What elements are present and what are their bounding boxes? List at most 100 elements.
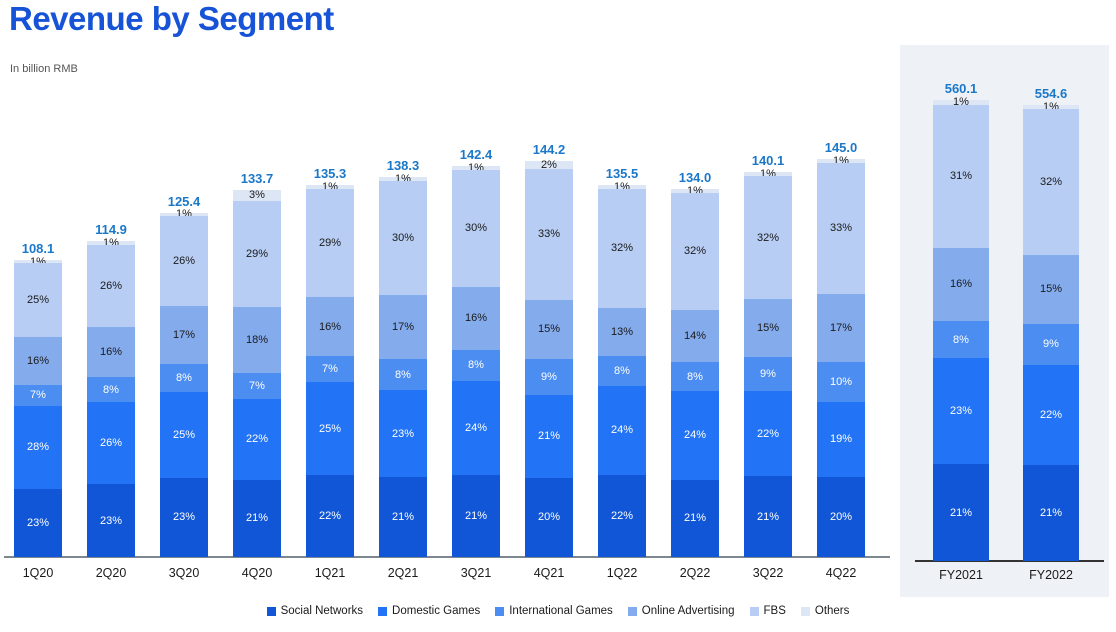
bar-3Q22: 1% 32% 15% 9% 22% 21% [744,168,792,557]
segment-domestic-games-1Q20: 28% [14,405,62,489]
x-tick-1Q21: 1Q21 [314,566,346,580]
segment-others-4Q21: 2% [525,159,573,171]
legend-swatch-social-networks [266,606,276,616]
total-label-1Q21: 135.3 [313,166,347,182]
segment-others-2Q21: 1% [379,173,427,185]
x-tick-1Q22: 1Q22 [606,566,638,580]
segment-fbs-3Q21: 30% [452,169,500,288]
segment-fbs-4Q21: 33% [525,168,573,300]
total-label-3Q21: 142.4 [459,146,493,162]
bar-FY2022: 1% 32% 15% 9% 22% 21% [1023,101,1079,561]
segment-social-networks-2Q20: 23% [87,484,135,557]
segment-fbs-1Q22: 32% [598,188,646,308]
segment-others-3Q22: 1% [744,168,792,180]
legend-item-international-games: International Games [495,605,613,617]
bar-1Q21: 1% 29% 16% 7% 25% 22% [306,182,354,557]
segment-domestic-games-3Q20: 25% [160,391,208,478]
segment-online-advertising-4Q22: 17% [817,294,865,362]
x-tick-3Q22: 3Q22 [752,566,784,580]
segment-international-games-FY2022: 9% [1023,323,1079,365]
legend-item-social-networks: Social Networks [266,605,363,617]
segment-fbs-1Q20: 25% [14,263,62,338]
bar-3Q20: 1% 26% 17% 8% 25% 23% [160,208,208,557]
x-tick-4Q22: 4Q22 [825,566,857,580]
segment-online-advertising-1Q21: 16% [306,296,354,357]
segment-international-games-3Q21: 8% [452,349,500,381]
segment-others-1Q22: 1% [598,181,646,192]
segment-fbs-3Q22: 32% [744,175,792,300]
bar-4Q20: 3% 29% 18% 7% 22% 21% [233,189,281,557]
x-tick-4Q21: 4Q21 [533,566,565,580]
segment-social-networks-3Q22: 21% [744,476,792,557]
segment-fbs-4Q22: 33% [817,162,865,295]
segment-others-3Q21: 1% [452,162,500,174]
segment-online-advertising-3Q22: 15% [744,299,792,357]
segment-social-networks-1Q20: 23% [14,488,62,557]
legend-swatch-domestic-games [378,606,388,616]
bar-1Q20: 1% 25% 16% 7% 28% 23% [14,256,62,557]
legend-item-others: Others [800,605,849,617]
legend-swatch-others [800,606,810,616]
legend-item-domestic-games: Domestic Games [378,605,480,617]
segment-others-4Q20: 3% [233,189,281,201]
segment-online-advertising-FY2021: 16% [933,247,989,322]
page-title: Revenue by Segment [9,0,334,37]
segment-social-networks-3Q20: 23% [160,477,208,557]
segment-others-4Q22: 1% [817,155,865,167]
segment-fbs-2Q22: 32% [671,192,719,311]
segment-domestic-games-4Q20: 22% [233,399,281,480]
segment-international-games-FY2021: 8% [933,321,989,359]
segment-online-advertising-4Q21: 15% [525,299,573,359]
total-label-2Q21: 138.3 [386,158,420,174]
x-tick-FY2021: FY2021 [939,568,983,582]
x-tick-2Q21: 2Q21 [387,566,419,580]
legend-swatch-fbs [749,606,759,616]
x-tick-2Q20: 2Q20 [95,566,127,580]
segment-social-networks-2Q21: 21% [379,477,427,557]
segment-fbs-2Q21: 30% [379,180,427,295]
legend-item-fbs: FBS [749,605,786,617]
segment-domestic-games-3Q22: 22% [744,391,792,477]
segment-domestic-games-2Q20: 26% [87,402,135,485]
segment-social-networks-2Q22: 21% [671,479,719,557]
total-label-4Q20: 133.7 [240,170,274,186]
chart-unit-label: In billion RMB [10,63,78,75]
segment-fbs-FY2021: 31% [933,104,989,248]
total-label-4Q21: 144.2 [532,141,566,157]
segment-international-games-3Q20: 8% [160,364,208,392]
legend-label-fbs: FBS [763,605,786,617]
segment-international-games-2Q22: 8% [671,361,719,392]
segment-online-advertising-2Q20: 16% [87,326,135,378]
segment-international-games-1Q21: 7% [306,356,354,383]
legend-item-online-advertising: Online Advertising [627,605,735,617]
segment-others-2Q22: 1% [671,185,719,196]
x-tick-FY2022: FY2022 [1029,568,1073,582]
segment-international-games-1Q22: 8% [598,355,646,386]
segment-others-FY2022: 1% [1023,101,1079,112]
segment-social-networks-3Q21: 21% [452,474,500,557]
bar-3Q21: 1% 30% 16% 8% 24% 21% [452,162,500,557]
segment-domestic-games-FY2021: 23% [933,358,989,465]
legend-label-international-games: International Games [509,605,613,617]
total-label-2Q22: 134.0 [678,169,712,185]
segment-international-games-4Q20: 7% [233,373,281,400]
segment-international-games-4Q22: 10% [817,361,865,402]
segment-fbs-1Q21: 29% [306,189,354,297]
x-axis-quarterly [4,556,890,558]
legend-swatch-online-advertising [627,606,637,616]
segment-domestic-games-3Q21: 24% [452,380,500,475]
segment-domestic-games-1Q22: 24% [598,385,646,476]
bar-2Q22: 1% 32% 14% 8% 24% 21% [671,185,719,557]
bar-FY2021: 1% 31% 16% 8% 23% 21% [933,97,989,561]
segment-online-advertising-2Q21: 17% [379,294,427,360]
total-label-FY2021: 560.1 [944,81,978,97]
segment-domestic-games-1Q21: 25% [306,382,354,476]
segment-social-networks-4Q22: 20% [817,477,865,557]
segment-social-networks-4Q20: 21% [233,479,281,557]
segment-domestic-games-2Q22: 24% [671,391,719,480]
segment-fbs-2Q20: 26% [87,244,135,327]
chart-legend: Social Networks Domestic Games Internation… [0,605,1116,617]
segment-international-games-1Q20: 7% [14,384,62,406]
segment-online-advertising-4Q20: 18% [233,307,281,374]
